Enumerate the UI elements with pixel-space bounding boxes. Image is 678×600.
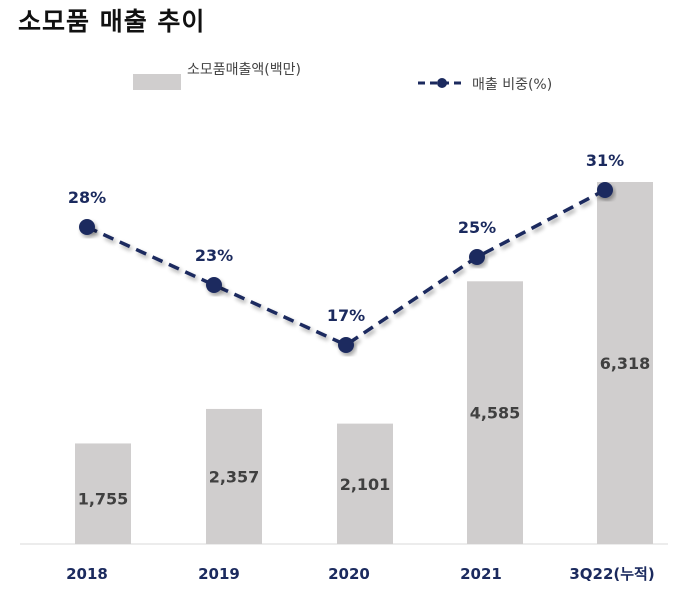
legend-bar-label: 소모품매출액(백만) (187, 62, 301, 78)
x-tick-label: 2019 (198, 565, 240, 583)
x-tick-label: 2020 (328, 565, 370, 583)
line-point-2019 (206, 277, 222, 293)
line-point-2018 (79, 219, 95, 235)
line-point-3Q22(누적) (597, 182, 613, 198)
legend-line-swatch (418, 78, 466, 88)
x-axis-labels: 2018 2019 2020 2021 3Q22(누적) (66, 565, 655, 583)
line-value-label: 23% (195, 246, 233, 265)
bar-2020 (337, 423, 393, 544)
bar-2018 (75, 443, 131, 544)
line-point-2021 (469, 249, 485, 265)
line-value-label: 17% (327, 306, 365, 325)
line-value-label: 25% (458, 218, 496, 237)
bar-value-label: 6,318 (600, 354, 651, 373)
x-tick-label: 3Q22(누적) (569, 565, 654, 583)
x-tick-label: 2021 (460, 565, 502, 583)
line-value-label: 31% (586, 151, 624, 170)
bar-value-label: 2,101 (340, 475, 391, 494)
line-path (86, 188, 606, 347)
bar-value-label: 2,357 (209, 467, 260, 486)
line-series: 28% 23% 17% 25% 31% (68, 151, 624, 353)
bar-2019 (206, 408, 262, 544)
bar-series: 1,755 2,357 2,101 4,585 6,318 (75, 182, 653, 544)
legend-line-label: 매출 비중(%) (472, 77, 552, 93)
line-value-label: 28% (68, 188, 106, 207)
bar-value-label: 1,755 (78, 490, 129, 509)
bar-value-label: 4,585 (470, 404, 521, 423)
bar-3Q22(누적) (597, 182, 653, 544)
line-point-2020 (338, 337, 354, 353)
x-tick-label: 2018 (66, 565, 108, 583)
bar-2021 (467, 281, 523, 544)
legend-bar-swatch (133, 74, 181, 90)
chart-title: 소모품 매출 추이 (18, 7, 206, 36)
